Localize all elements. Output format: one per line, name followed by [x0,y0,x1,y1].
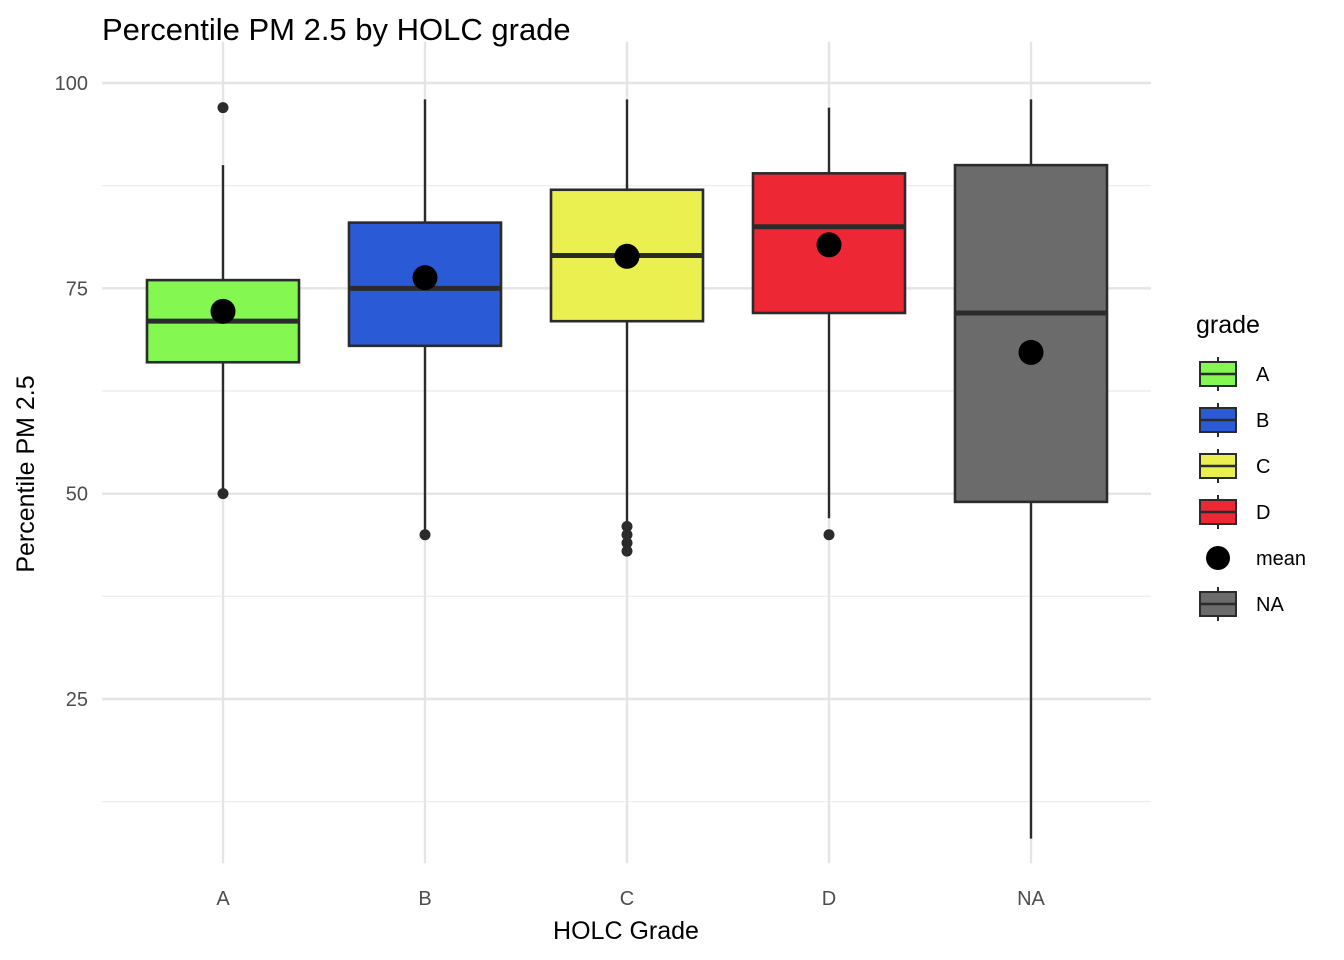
chart-title: Percentile PM 2.5 by HOLC grade [102,12,571,47]
y-axis-ticks: 25 50 75 100 [55,73,88,711]
x-axis-title: HOLC Grade [553,917,699,945]
plot-area [145,99,1109,839]
mean-point [1018,339,1044,365]
legend-label: NA [1256,594,1284,616]
legend-label: A [1256,364,1270,386]
outlier-point [621,537,633,549]
outlier-point [621,521,633,533]
x-tick-label: A [216,888,230,910]
legend-item-mean: mean [1206,546,1306,570]
mean-point [816,232,842,258]
y-tick-label: 100 [55,73,88,95]
box-group-na [953,99,1109,839]
outlier-point [217,488,229,500]
mean-point [412,265,438,291]
x-axis-ticks: A B C D NA [216,888,1045,910]
box [751,172,907,315]
box [953,163,1109,504]
legend-label: mean [1256,548,1306,570]
box-group-a [145,102,301,500]
box-group-b [347,99,503,541]
x-tick-label: NA [1017,888,1045,910]
outlier-point [621,529,633,541]
y-tick-label: 75 [66,278,88,300]
legend-item-a: A [1199,357,1270,391]
mean-point [614,243,640,269]
outlier-point [419,529,431,541]
legend-key-point [1206,546,1230,570]
outlier-point [217,102,229,114]
box-group-d [751,107,907,541]
legend-item-d: D [1199,495,1270,529]
x-tick-label: B [418,888,431,910]
legend-label: C [1256,456,1270,478]
legend-item-b: B [1199,403,1269,437]
x-tick-label: D [822,888,836,910]
legend-label: D [1256,502,1270,524]
y-tick-label: 50 [66,484,88,506]
legend-item-c: C [1199,449,1270,483]
legend-title: grade [1196,311,1260,339]
x-tick-label: C [620,888,634,910]
box-group-c [549,99,705,557]
outlier-point [823,529,835,541]
legend-item-na: NA [1199,587,1284,621]
mean-point [210,298,236,324]
y-tick-label: 25 [66,689,88,711]
y-axis-title: Percentile PM 2.5 [12,375,40,572]
legend-label: B [1256,410,1269,432]
outlier-point [621,545,633,557]
